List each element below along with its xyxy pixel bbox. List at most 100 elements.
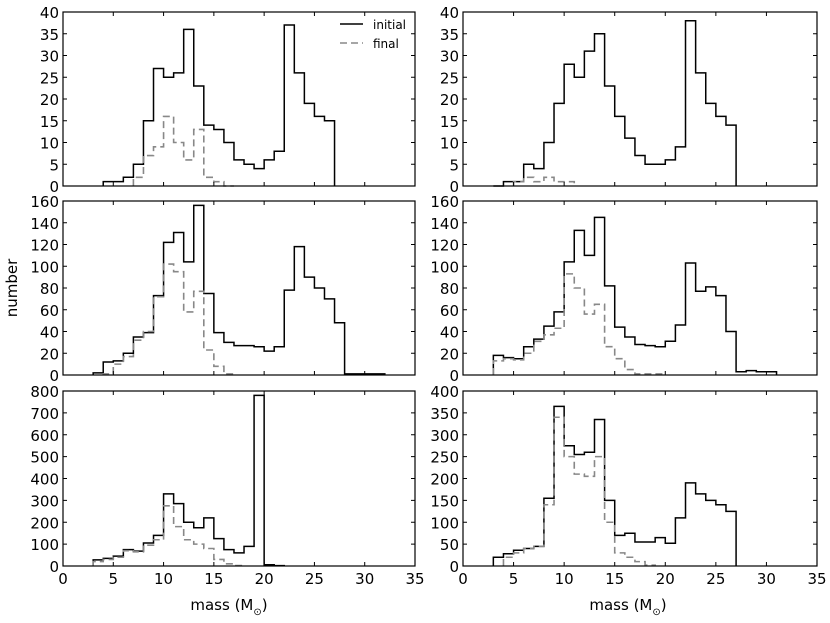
y-tick-label: 80 <box>40 280 59 298</box>
y-tick-label: 250 <box>430 449 459 467</box>
y-tick-label: 0 <box>49 367 59 385</box>
panel-middle-right: 0 20 40 60 80 100 120 140 160 <box>430 193 818 385</box>
y-tick-label: 60 <box>40 302 59 320</box>
y-tick-label: 20 <box>440 345 459 363</box>
panel-bottom-right: 0 50 100 150 200 250 300 350 400 0 5 10 15 20 25 30 35 <box>430 383 826 588</box>
y-tick-label: 200 <box>30 514 59 532</box>
y-tick-label: 160 <box>430 193 459 211</box>
y-tick-label: 300 <box>30 492 59 510</box>
y-tick-label: 160 <box>30 193 59 211</box>
legend-initial-label: initial <box>373 18 406 32</box>
y-tick-label: 600 <box>30 427 59 445</box>
series-initial-step <box>92 204 386 375</box>
y-tick-label: 120 <box>30 237 59 255</box>
plot-frame <box>62 11 416 187</box>
y-tick-label: 400 <box>430 383 459 401</box>
y-tick-label: 40 <box>440 324 459 342</box>
series-initial-step <box>102 24 336 186</box>
series-initial-step <box>492 216 778 375</box>
x-tick-label: 35 <box>405 570 424 588</box>
series-initial-step <box>92 394 286 567</box>
y-tick-label: 25 <box>40 69 59 87</box>
y-tick-label: 120 <box>430 237 459 255</box>
x-tick-label: 25 <box>305 570 324 588</box>
y-tick-label: 0 <box>49 558 59 576</box>
y-tick-label: 5 <box>49 156 59 174</box>
series-final-step <box>102 263 235 375</box>
y-tick-label: 30 <box>40 48 59 66</box>
x-tick-label: 20 <box>656 570 675 588</box>
y-tick-label: 140 <box>30 215 59 233</box>
y-tick-label: 30 <box>440 48 459 66</box>
panel-middle-left: 0 20 40 60 80 100 120 140 160 <box>30 193 416 385</box>
plot-frame <box>462 200 818 376</box>
y-tick-label: 500 <box>30 449 59 467</box>
y-tick-label: 15 <box>40 113 59 131</box>
y-tick-label: 40 <box>40 324 59 342</box>
y-tick-label: 40 <box>440 4 459 22</box>
x-tick-label: 25 <box>706 570 725 588</box>
panel-bottom-left: 0 100 200 300 400 500 600 700 800 0 5 10 15 20 25 30 35 <box>30 383 424 588</box>
x-tick-label: 10 <box>555 570 574 588</box>
y-tick-label: 5 <box>449 156 459 174</box>
legend-final-label: final <box>373 37 399 51</box>
y-tick-label: 300 <box>430 427 459 445</box>
panel-top-left: 0 5 10 15 20 25 30 35 40 <box>40 4 416 196</box>
x-tick-label: 30 <box>757 570 776 588</box>
series-final-step <box>92 505 245 567</box>
legend: initial final <box>340 18 406 51</box>
y-tick-label: 100 <box>30 536 59 554</box>
x-tick-label: 30 <box>355 570 374 588</box>
y-tick-label: 400 <box>30 471 59 489</box>
series-initial-step <box>493 19 737 187</box>
y-tick-label: 100 <box>30 258 59 276</box>
x-tick-label: 10 <box>154 570 173 588</box>
series-final-step <box>502 416 656 566</box>
y-tick-label: 350 <box>430 405 459 423</box>
x-tick-label: 5 <box>509 570 519 588</box>
x-tick-label: 5 <box>109 570 119 588</box>
x-axis-label-right: mass (M⊙) <box>589 596 666 618</box>
series-final-step <box>132 115 234 187</box>
series-final-step <box>512 176 576 186</box>
x-tick-label: 15 <box>204 570 223 588</box>
y-tick-label: 50 <box>440 536 459 554</box>
y-tick-label: 800 <box>30 383 59 401</box>
x-tick-label: 15 <box>605 570 624 588</box>
x-axis-label-left: mass (M⊙) <box>190 596 267 618</box>
y-tick-label: 15 <box>440 113 459 131</box>
x-tick-label: 0 <box>58 570 68 588</box>
plot-frame <box>462 390 818 567</box>
y-tick-label: 35 <box>40 26 59 44</box>
y-tick-label: 20 <box>40 91 59 109</box>
y-tick-label: 60 <box>440 302 459 320</box>
y-tick-label: 0 <box>449 367 459 385</box>
y-tick-label: 150 <box>430 492 459 510</box>
series-final-step <box>492 273 667 375</box>
y-tick-label: 25 <box>440 69 459 87</box>
plot-frame <box>62 390 416 567</box>
y-tick-label: 140 <box>430 215 459 233</box>
y-tick-label: 0 <box>49 178 59 196</box>
y-tick-label: 200 <box>430 471 459 489</box>
y-tick-label: 40 <box>40 4 59 22</box>
y-tick-label: 100 <box>430 258 459 276</box>
x-tick-label: 35 <box>807 570 826 588</box>
x-tick-label: 0 <box>458 570 468 588</box>
y-tick-label: 35 <box>440 26 459 44</box>
y-tick-label: 20 <box>440 91 459 109</box>
y-tick-label: 0 <box>449 178 459 196</box>
x-tick-label: 20 <box>255 570 274 588</box>
y-tick-label: 0 <box>449 558 459 576</box>
y-tick-label: 10 <box>40 135 59 153</box>
y-tick-label: 20 <box>40 345 59 363</box>
y-axis-label: number <box>3 258 21 317</box>
plot-frame <box>62 200 416 376</box>
y-tick-label: 80 <box>440 280 459 298</box>
y-tick-label: 10 <box>440 135 459 153</box>
y-tick-label: 700 <box>30 405 59 423</box>
plot-frame <box>462 11 818 187</box>
y-tick-label: 100 <box>430 514 459 532</box>
panel-top-right: 0 5 10 15 20 25 30 35 40 <box>440 4 818 196</box>
